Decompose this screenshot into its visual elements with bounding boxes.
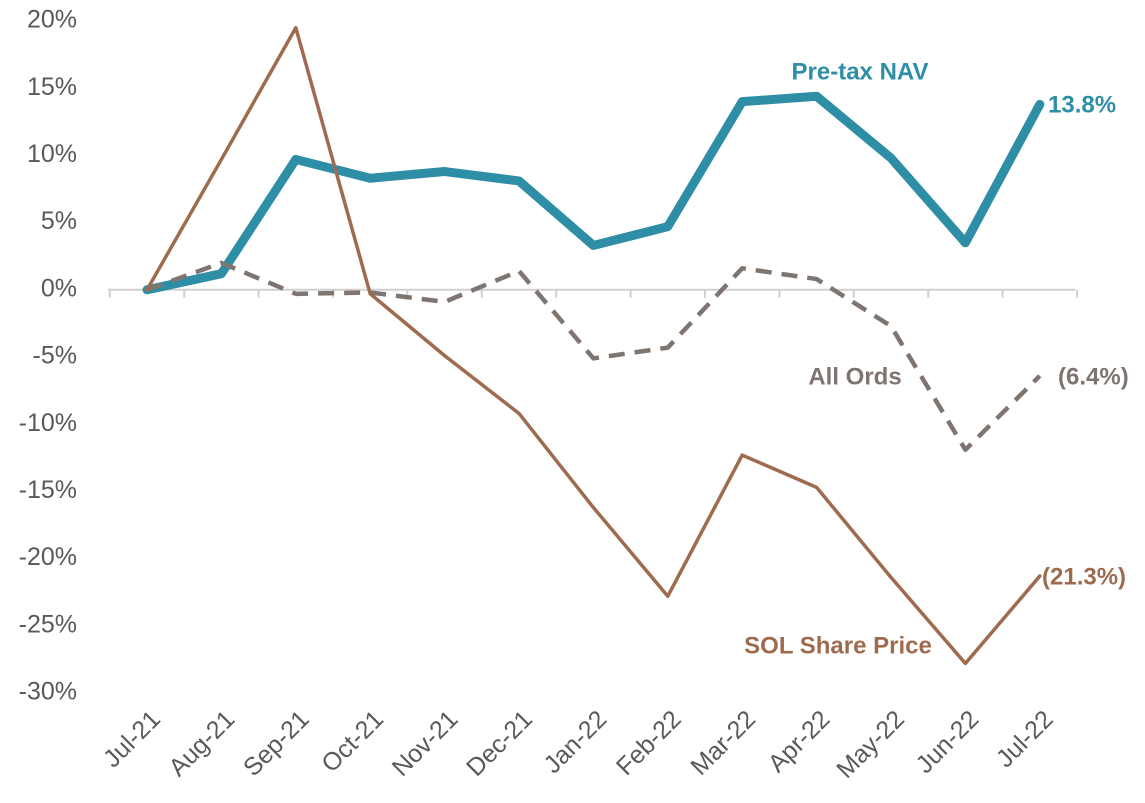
y-tick-label: -5% [33,342,77,370]
x-tick-label: Jun-22 [910,705,984,779]
value-label: (6.4%) [1058,363,1129,390]
series-label: Pre-tax NAV [792,58,929,85]
value-label: (21.3%) [1042,563,1126,590]
x-tick-label: Sep-21 [238,705,315,782]
series-line [145,25,1042,666]
x-tick-label: Dec-21 [461,705,538,782]
x-tick-label: Apr-22 [763,705,836,778]
y-tick-label: -25% [19,610,77,638]
x-tick-label: Jul-22 [991,705,1059,773]
y-tick-label: 0% [41,274,77,302]
y-tick-label: 15% [27,73,77,101]
y-tick-label: -10% [19,409,77,437]
x-tick-label: Jul-21 [98,705,166,773]
x-tick-label: Nov-21 [387,705,464,782]
x-tick-label: Jan-22 [538,705,612,779]
y-tick-label: -30% [19,678,77,706]
x-tick-label: May-22 [831,705,910,784]
series-label: SOL Share Price [744,632,932,659]
x-tick-label: Feb-22 [611,705,687,781]
series-line [142,91,1045,295]
value-label: 13.8% [1048,91,1116,118]
x-tick-label: Oct-21 [316,705,389,778]
y-tick-label: -20% [19,543,77,571]
x-tick-label: Aug-21 [164,705,241,782]
series-label: All Ords [808,363,901,390]
y-tick-label: -15% [19,476,77,504]
y-tick-label: 5% [41,207,77,235]
y-tick-label: 10% [27,140,77,168]
series-line [146,260,1042,452]
y-tick-label: 20% [27,6,77,34]
x-tick-label: Mar-22 [685,705,761,781]
